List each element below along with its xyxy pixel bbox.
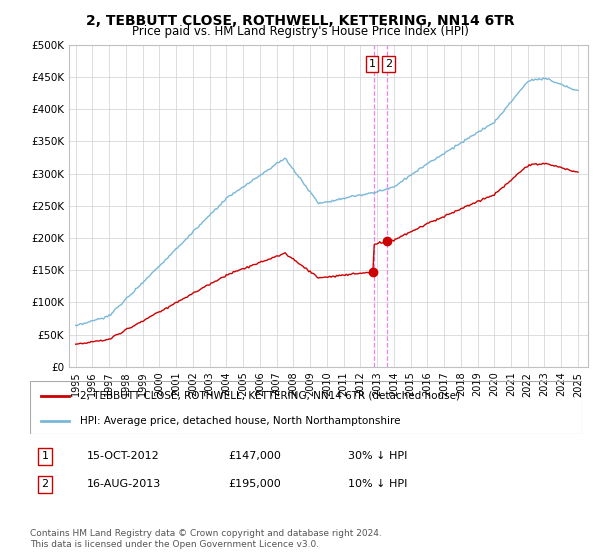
Text: HPI: Average price, detached house, North Northamptonshire: HPI: Average price, detached house, Nort… — [80, 416, 400, 426]
Text: 1: 1 — [368, 59, 376, 69]
Text: 2: 2 — [41, 479, 49, 489]
Text: 2: 2 — [385, 59, 392, 69]
Text: 10% ↓ HPI: 10% ↓ HPI — [348, 479, 407, 489]
Text: £195,000: £195,000 — [228, 479, 281, 489]
Text: Price paid vs. HM Land Registry's House Price Index (HPI): Price paid vs. HM Land Registry's House … — [131, 25, 469, 38]
Text: 16-AUG-2013: 16-AUG-2013 — [87, 479, 161, 489]
Text: £147,000: £147,000 — [228, 451, 281, 461]
Text: 15-OCT-2012: 15-OCT-2012 — [87, 451, 160, 461]
Text: 30% ↓ HPI: 30% ↓ HPI — [348, 451, 407, 461]
Text: 1: 1 — [41, 451, 49, 461]
Text: 2, TEBBUTT CLOSE, ROTHWELL, KETTERING, NN14 6TR: 2, TEBBUTT CLOSE, ROTHWELL, KETTERING, N… — [86, 14, 514, 28]
Text: 2, TEBBUTT CLOSE, ROTHWELL, KETTERING, NN14 6TR (detached house): 2, TEBBUTT CLOSE, ROTHWELL, KETTERING, N… — [80, 391, 460, 401]
Text: Contains HM Land Registry data © Crown copyright and database right 2024.
This d: Contains HM Land Registry data © Crown c… — [30, 529, 382, 549]
